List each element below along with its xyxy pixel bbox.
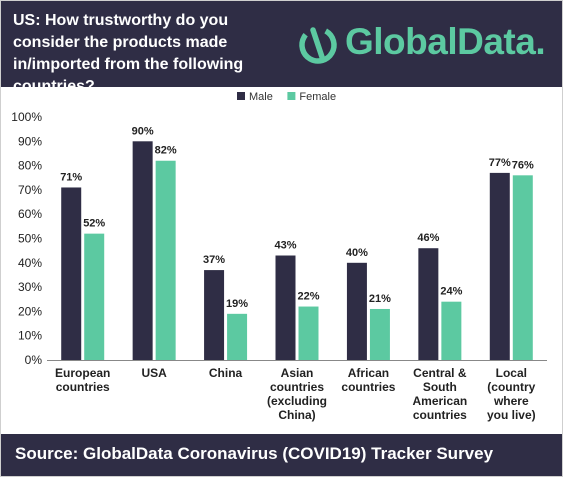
bar-female <box>298 306 319 360</box>
data-label: 82% <box>155 145 177 157</box>
bar-male <box>275 255 296 360</box>
bar-female <box>155 160 176 360</box>
x-tick-label: Asian countries (excluding China) <box>267 366 327 422</box>
header-banner: US: How trustworthy do you consider the … <box>1 1 562 95</box>
bar-female <box>512 175 533 360</box>
bar-male <box>61 187 82 360</box>
data-label: 76% <box>512 159 534 171</box>
bar-female <box>441 301 462 360</box>
data-label: 71% <box>60 171 82 183</box>
bar-female <box>227 313 248 360</box>
y-tick-label: 100% <box>11 110 42 124</box>
legend-swatch-female <box>287 92 296 100</box>
bar-female <box>84 233 105 360</box>
y-tick-label: 20% <box>18 304 42 318</box>
source-note: Source: GlobalData Coronavirus (COVID19)… <box>15 444 494 463</box>
y-tick-label: 30% <box>18 280 42 294</box>
bar-male <box>346 262 367 360</box>
footer-banner: Source: GlobalData Coronavirus (COVID19)… <box>1 434 562 476</box>
data-label: 52% <box>83 218 105 230</box>
bar-male <box>132 141 153 360</box>
data-label: 43% <box>274 240 296 252</box>
globaldata-logo: GlobalData. <box>297 18 559 70</box>
y-tick-label: 90% <box>18 134 42 148</box>
bar-male <box>418 248 439 360</box>
legend-label-male: Male <box>249 91 273 103</box>
x-tick-label: Central & South American countries <box>413 366 468 422</box>
data-label: 77% <box>489 157 511 169</box>
data-label: 46% <box>417 232 439 244</box>
legend-label-female: Female <box>299 91 336 103</box>
data-label: 19% <box>226 298 248 310</box>
globaldata-logo-icon <box>299 26 337 64</box>
data-label: 24% <box>440 286 462 298</box>
data-label: 37% <box>203 254 225 266</box>
logo-wordmark: GlobalData. <box>345 21 546 62</box>
y-tick-label: 60% <box>18 207 42 221</box>
bar-male <box>489 172 510 360</box>
y-tick-label: 70% <box>18 183 42 197</box>
x-tick-label: China <box>209 366 243 380</box>
data-label: 40% <box>346 247 368 259</box>
x-tick-label: USA <box>141 366 167 380</box>
x-tick-label: European countries <box>55 366 110 394</box>
x-tick-label: African countries <box>341 366 395 394</box>
y-tick-label: 40% <box>18 256 42 270</box>
bar-chart: Male Female 0% 10% 20% 30% 40% 50% 60% 70% 80% 90% 1… <box>11 91 547 422</box>
chart-title: US: How trustworthy do you consider the … <box>13 12 244 95</box>
x-tick-label: Local (country where you live) <box>487 366 536 422</box>
y-tick-label: 10% <box>18 329 42 343</box>
legend-swatch-male <box>237 92 245 100</box>
data-label: 21% <box>369 293 391 305</box>
bar-male <box>204 270 225 360</box>
data-label: 22% <box>297 291 319 303</box>
data-label: 90% <box>132 125 154 137</box>
bar-female <box>369 308 390 360</box>
y-tick-label: 50% <box>18 232 42 246</box>
y-tick-label: 0% <box>25 353 43 367</box>
y-tick-label: 80% <box>18 159 42 173</box>
